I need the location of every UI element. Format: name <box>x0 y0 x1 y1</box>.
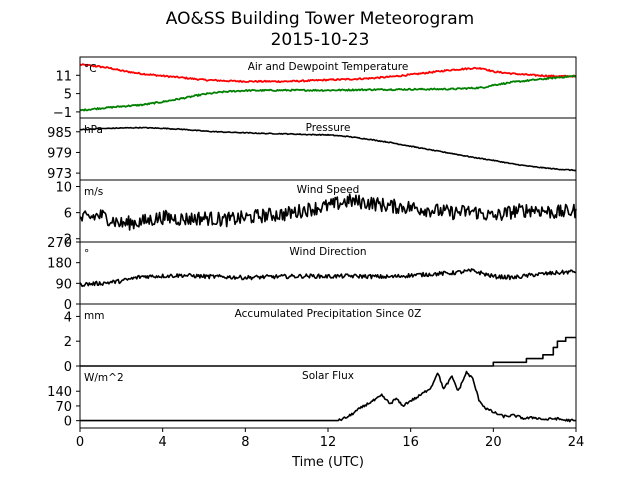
series-line-1-1 <box>79 63 577 83</box>
x-axis-label: Time (UTC) <box>291 455 364 470</box>
y-tick-label: 2 <box>64 335 72 350</box>
y-tick-label: 6 <box>64 207 72 222</box>
y-tick-label: 0 <box>64 415 72 430</box>
y-tick-label: 985 <box>47 126 72 141</box>
y-tick-label: 979 <box>47 146 72 161</box>
panel-2: 973 979 985 Pressure hPa <box>47 117 577 182</box>
series-line-4-1 <box>79 268 577 288</box>
panel-title: Solar Flux <box>302 370 354 382</box>
panel-unit: °C <box>84 63 97 75</box>
panel-title: Wind Speed <box>297 184 360 196</box>
x-tick-label: 4 <box>159 435 167 450</box>
panel-unit: W/m^2 <box>84 372 124 384</box>
x-tick-label: 0 <box>76 435 84 450</box>
chart-subtitle: 2015-10-23 <box>271 30 370 50</box>
x-tick-label: 24 <box>568 435 585 450</box>
series-line-3-1 <box>79 193 577 231</box>
panel-1: −1 5 11 Air and Dewpoint Temperature °C <box>53 56 577 121</box>
series-line-1-2 <box>79 74 577 112</box>
y-tick-label: 10 <box>55 181 72 196</box>
panel-title: Pressure <box>306 122 351 134</box>
y-tick-label: 70 <box>55 400 72 415</box>
x-tick-label: 8 <box>241 435 249 450</box>
y-tick-label: 5 <box>64 88 72 103</box>
y-tick-label: 180 <box>47 257 72 272</box>
chart-title: AO&SS Building Tower Meteorogram <box>166 9 474 29</box>
panel-5: 0 2 4 Accumulated Precipitation Since 0Z mm <box>64 303 577 375</box>
x-tick-label: 20 <box>485 435 502 450</box>
x-tick-label: 12 <box>320 435 337 450</box>
panel-title: Air and Dewpoint Temperature <box>248 61 409 73</box>
panel-unit: ° <box>84 248 89 260</box>
y-tick-label: 2 <box>64 233 72 248</box>
y-tick-label: −1 <box>53 106 72 121</box>
x-axis: 0 4 8 12 16 20 24 <box>76 428 584 450</box>
y-tick-label: 90 <box>55 277 72 292</box>
x-tick-label: 16 <box>402 435 419 450</box>
series-line-5-1 <box>80 336 576 367</box>
panel-3: 2 6 10 Wind Speed m/s <box>55 179 577 248</box>
y-tick-label: 4 <box>64 310 72 325</box>
y-tick-label: 0 <box>64 298 72 313</box>
y-tick-label: 11 <box>55 69 72 84</box>
y-tick-label: 270 <box>47 236 72 251</box>
panel-4: 0 90 180 270 Wind Direction ° <box>47 236 577 313</box>
series-line-2-1 <box>79 126 577 172</box>
panel-unit: mm <box>84 310 104 322</box>
series-line-6-1 <box>80 370 576 423</box>
y-tick-label: 0 <box>64 360 72 375</box>
panel-unit: hPa <box>84 124 103 136</box>
panel-title: Accumulated Precipitation Since 0Z <box>235 308 422 320</box>
panel-title: Wind Direction <box>289 246 366 258</box>
y-tick-label: 973 <box>47 167 72 182</box>
y-tick-label: 140 <box>47 385 72 400</box>
panel-unit: m/s <box>84 186 103 198</box>
